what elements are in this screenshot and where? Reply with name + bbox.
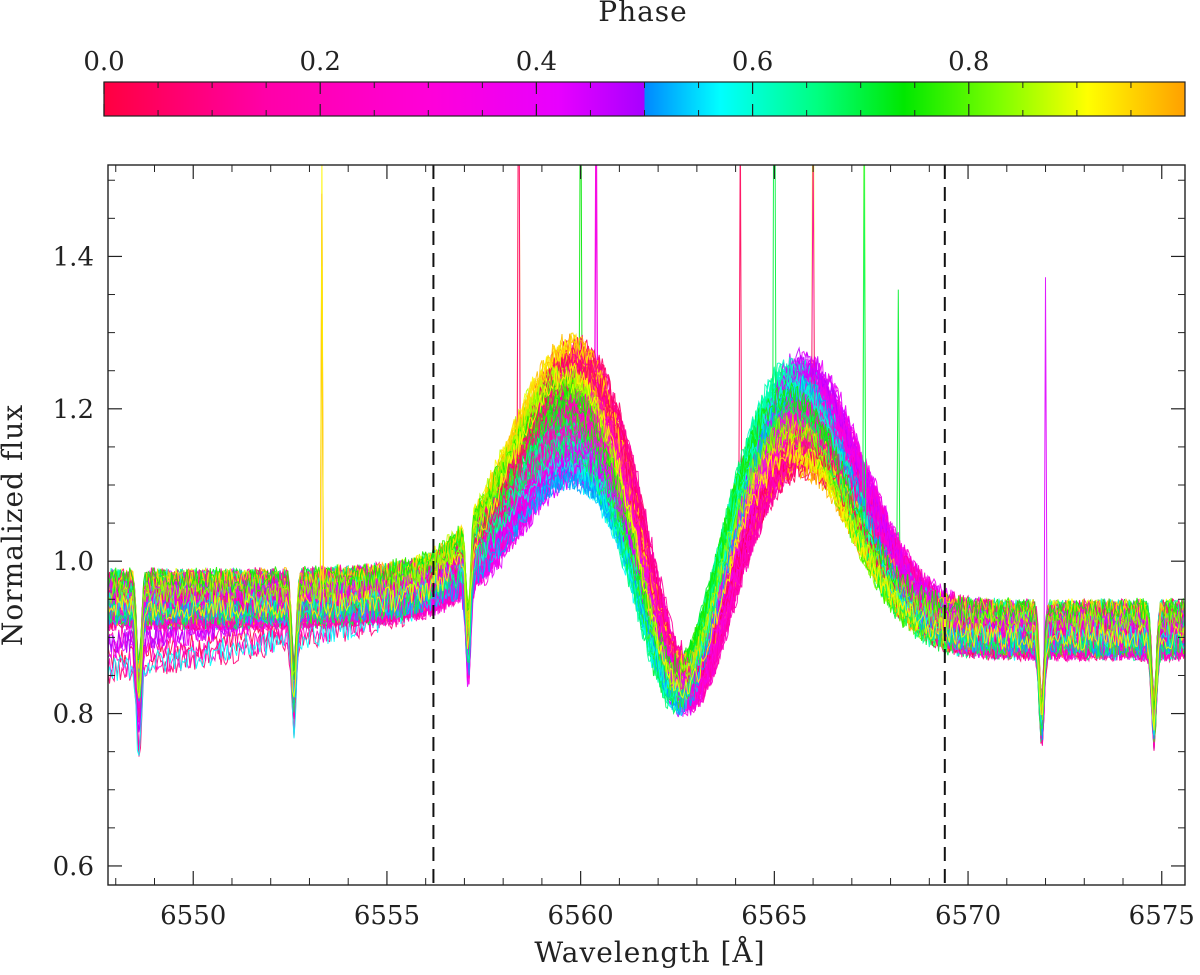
x-tick-label: 6565 xyxy=(741,901,807,931)
y-axis: 0.6 0.8 1.0 1.2 1.4 xyxy=(53,179,1185,882)
y-tick-label: 1.0 xyxy=(53,547,94,577)
y-tick-label: 1.4 xyxy=(53,242,94,272)
colorbar-tick-label: 0.8 xyxy=(948,47,989,77)
reference-lines xyxy=(432,165,946,885)
x-axis-title: Wavelength [Å] xyxy=(534,936,765,969)
colorbar-tick-label: 0.4 xyxy=(516,47,557,77)
x-tick-label: 6550 xyxy=(160,901,226,931)
plot-frame xyxy=(107,164,1186,886)
x-tick-label: 6575 xyxy=(1129,901,1195,931)
y-tick-label: 0.6 xyxy=(53,852,94,882)
colorbar-tick-label: 0.2 xyxy=(300,47,341,77)
spectra-lines xyxy=(108,165,1185,757)
colorbar-tick-label: 0.6 xyxy=(732,47,773,77)
spectrum-line xyxy=(108,266,1185,739)
y-tick-label: 1.2 xyxy=(53,395,94,425)
colorbar-title: Phase xyxy=(598,0,688,28)
colorbar-tick-labels: 0.0 0.2 0.4 0.6 0.8 xyxy=(83,47,989,77)
y-tick-label: 0.8 xyxy=(53,700,94,730)
colorbar-tick-label: 0.0 xyxy=(83,47,124,77)
colorbar-ticks xyxy=(103,82,1132,116)
spectrum-line xyxy=(108,165,1185,731)
x-tick-label: 6555 xyxy=(354,901,420,931)
x-tick-label: 6570 xyxy=(935,901,1001,931)
y-axis-title: Normalized flux xyxy=(0,404,29,646)
spectrum-line xyxy=(108,375,1185,710)
x-axis: 6550 6555 6560 6565 6570 6575 xyxy=(115,165,1195,931)
spectrum-line xyxy=(108,366,1185,728)
x-tick-label: 6560 xyxy=(548,901,614,931)
